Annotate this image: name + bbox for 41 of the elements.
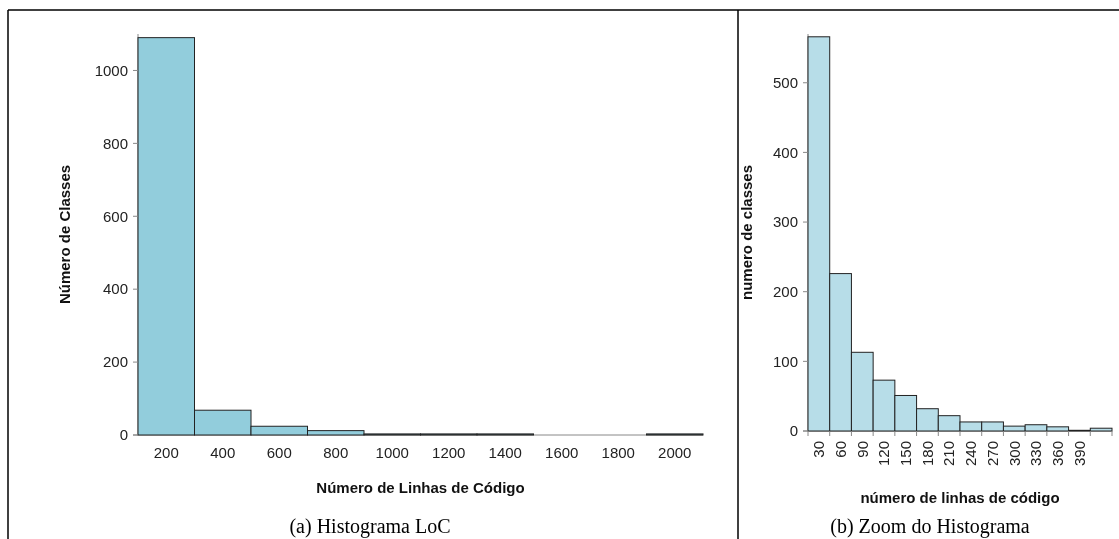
y-axis-title: Número de Classes	[56, 164, 73, 305]
x-tick-label: 60	[831, 441, 849, 458]
text: (b) Zoom do Histograma	[830, 515, 1030, 538]
x-tick-label: 360	[1048, 441, 1066, 467]
x-tick-label: 2000	[658, 444, 692, 461]
x-tick-label: 390	[1070, 441, 1088, 467]
y-tick-label: 100	[772, 352, 798, 370]
y-tick-label: 400	[772, 143, 798, 161]
x-tick-label: 600	[266, 444, 292, 461]
x-tick-label: 90	[853, 441, 871, 458]
y-tick-label: 1000	[94, 61, 128, 79]
y-tick-label: 200	[772, 282, 798, 300]
x-tick-label: 330	[1027, 441, 1045, 467]
x-tick-label: 240	[962, 441, 980, 467]
x-tick-label: 120	[875, 441, 893, 467]
x-tick-label: 180	[918, 441, 936, 467]
x-tick-label: 1800	[601, 444, 635, 461]
x-tick-label: 800	[323, 444, 349, 461]
x-tick-label: 1600	[545, 444, 579, 461]
x-tick-label: 30	[810, 441, 828, 458]
x-tick-label: 1400	[488, 444, 522, 461]
y-tick-label: 300	[772, 213, 798, 231]
y-tick-label: 500	[772, 74, 798, 91]
x-tick-label: 1200	[432, 444, 466, 461]
x-tick-label: 270	[983, 441, 1001, 467]
x-tick-label: 300	[1005, 441, 1023, 467]
text: (a) Histograma LoC	[289, 515, 451, 538]
y-tick-label: 200	[102, 353, 128, 371]
y-tick-label: 600	[102, 207, 128, 225]
x-tick-label: 400	[210, 444, 236, 461]
x-tick-label: 200	[153, 444, 179, 461]
x-tick-label: 150	[896, 441, 914, 467]
y-axis-title: numero de classes	[738, 164, 755, 301]
y-tick-label: 400	[102, 280, 128, 298]
x-tick-label: 210	[940, 441, 958, 467]
x-axis-title: Número de Linhas de Código	[316, 479, 525, 496]
y-tick-label: 0	[789, 422, 798, 440]
y-tick-label: 800	[102, 134, 128, 152]
x-axis-title: número de linhas de código	[860, 489, 1060, 506]
x-tick-label: 1000	[375, 444, 409, 461]
y-tick-label: 0	[119, 426, 128, 444]
